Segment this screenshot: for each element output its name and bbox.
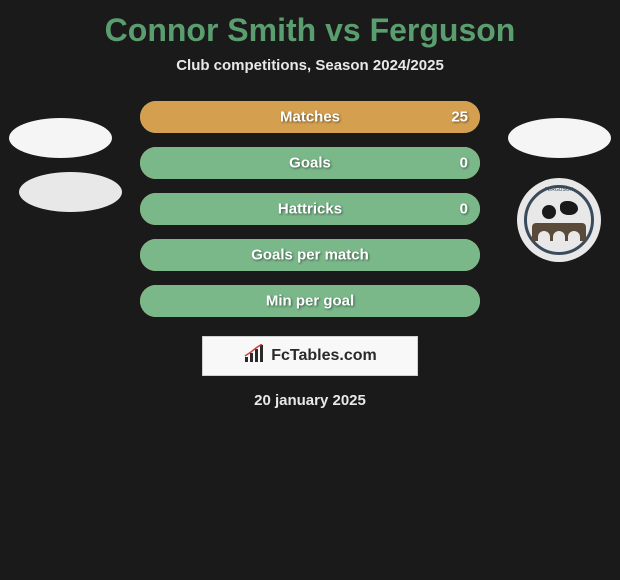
stat-value: 25 <box>451 109 468 126</box>
stat-value: 0 <box>460 201 468 218</box>
stat-label: Goals per match <box>140 247 480 264</box>
fctables-label: FcTables.com <box>271 347 377 365</box>
fctables-attribution: FcTables.com <box>202 336 418 376</box>
stat-label: Hattricks <box>140 201 480 218</box>
stat-label: Matches <box>140 109 480 126</box>
stat-row-matches: Matches 25 <box>0 94 620 140</box>
stat-value: 0 <box>460 155 468 172</box>
date-text: 20 january 2025 <box>0 392 620 409</box>
chart-icon <box>243 344 267 369</box>
page-title: Connor Smith vs Ferguson <box>0 0 620 57</box>
stat-row-min-per-goal: Min per goal <box>0 278 620 324</box>
stat-row-goals: Goals 0 <box>0 140 620 186</box>
stat-row-hattricks: Hattricks 0 <box>0 186 620 232</box>
subtitle: Club competitions, Season 2024/2025 <box>0 57 620 94</box>
stat-row-goals-per-match: Goals per match <box>0 232 620 278</box>
stat-label: Goals <box>140 155 480 172</box>
stat-label: Min per goal <box>140 293 480 310</box>
stats-container: Matches 25 Goals 0 Hattricks 0 Goals per… <box>0 94 620 324</box>
